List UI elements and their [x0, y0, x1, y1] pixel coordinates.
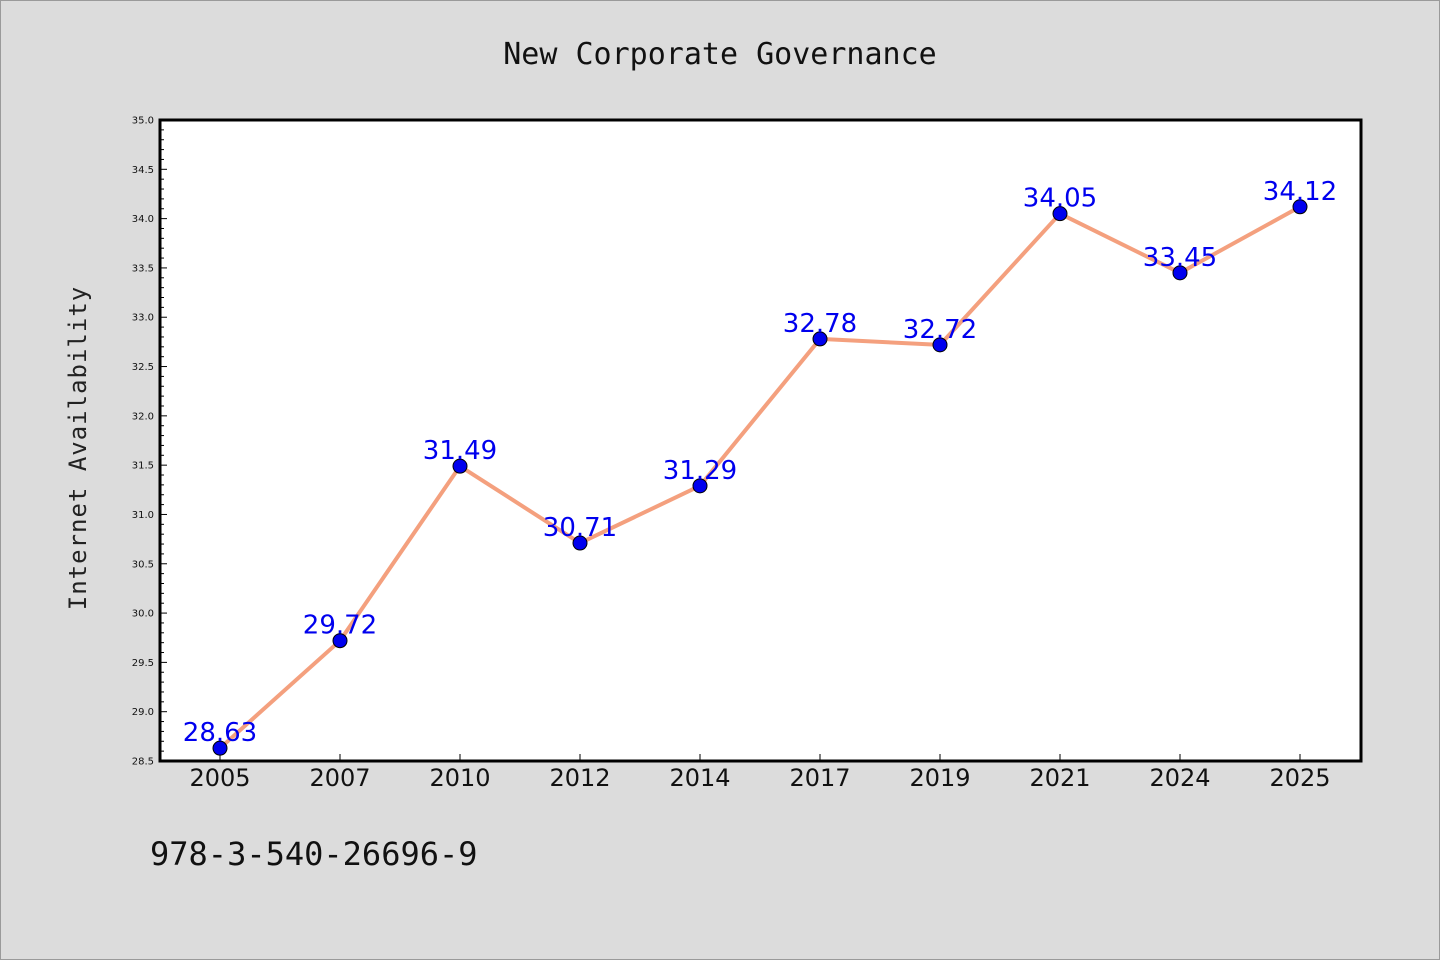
data-markers [212, 199, 1308, 756]
data-label: 33.45 [1143, 243, 1217, 273]
y-axis-label: Internet Availability [64, 286, 92, 610]
x-tick-label: 2025 [1269, 764, 1330, 792]
data-point [332, 633, 348, 649]
x-tick-label: 2007 [309, 764, 370, 792]
data-label: 31.29 [663, 456, 737, 486]
x-tick-label: 2010 [429, 764, 490, 792]
data-label: 31.49 [423, 436, 497, 466]
data-label: 34.12 [1263, 177, 1337, 207]
series-line-layer [218, 204, 1302, 751]
data-point [812, 331, 828, 347]
x-tick-label: 2019 [909, 764, 970, 792]
data-labels: 28.63 29.72 31.49 30.71 31.29 32.78 32.72 34.05… [183, 177, 1337, 748]
data-label: 28.63 [183, 718, 257, 748]
data-point [212, 740, 228, 756]
data-point [452, 458, 468, 474]
data-point [1292, 199, 1308, 215]
data-point [692, 478, 708, 494]
y-tick-label: 31.5 [132, 461, 154, 472]
plot-area [158, 118, 1363, 763]
x-tick-label: 2021 [1029, 764, 1090, 792]
data-label: 32.72 [903, 315, 977, 345]
x-axis: 2005 2007 2010 2012 2014 2017 2019 2021 2024 2025 [189, 754, 1331, 792]
y-tick-label: 31.0 [132, 510, 154, 521]
y-tick-label: 35.0 [132, 116, 154, 127]
x-tick-label: 2014 [669, 764, 730, 792]
data-point [1172, 265, 1188, 281]
x-tick-label: 2017 [789, 764, 850, 792]
data-point [572, 535, 588, 551]
data-label: 29.72 [303, 611, 377, 641]
data-label: 32.78 [783, 309, 857, 339]
y-tick-label: 32.0 [132, 411, 154, 422]
data-point [932, 337, 948, 353]
y-tick-label: 33.5 [132, 263, 154, 274]
y-tick-label: 34.0 [132, 214, 154, 225]
y-tick-label: 29.5 [132, 658, 154, 669]
x-tick-label: 2012 [549, 764, 610, 792]
y-tick-label: 30.5 [132, 559, 154, 570]
series-line [218, 204, 1302, 751]
data-point [1052, 206, 1068, 222]
y-tick-label: 33.0 [132, 313, 154, 324]
y-tick-label: 28.5 [132, 757, 154, 768]
x-tick-label: 2024 [1149, 764, 1210, 792]
data-label: 30.71 [543, 513, 617, 543]
chart-title: New Corporate Governance [503, 37, 936, 72]
y-tick-label: 30.0 [132, 609, 154, 620]
y-tick-label: 32.5 [132, 362, 154, 373]
y-tick-label: 34.5 [132, 165, 154, 176]
y-tick-label: 29.0 [132, 707, 154, 718]
data-label: 34.05 [1023, 184, 1097, 214]
isbn-text: 978-3-540-26696-9 [150, 835, 478, 873]
x-tick-label: 2005 [189, 764, 250, 792]
y-axis: 28.5 29.0 29.5 30.0 30.5 31.0 31.5 32.0 32.5 33.0… [132, 116, 167, 768]
